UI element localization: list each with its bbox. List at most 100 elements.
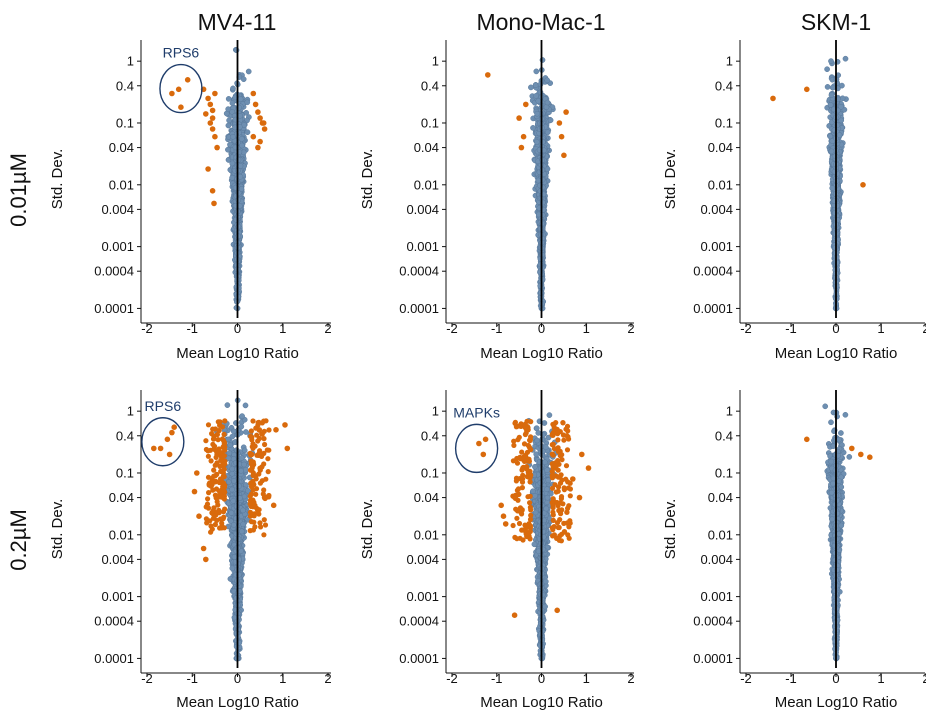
data-point: [535, 98, 542, 104]
significant-point: [257, 115, 263, 121]
significant-point: [556, 120, 563, 126]
y-tick-label: 0.4: [715, 78, 733, 93]
row-labels: 0.01µM 0.2µM: [6, 153, 31, 571]
data-point: [544, 129, 551, 136]
data-point: [827, 102, 834, 108]
y-tick-label: 0.001: [101, 239, 134, 254]
data-point: [829, 84, 836, 91]
y-tick-label: 0.001: [406, 239, 439, 254]
significant-point: [516, 115, 522, 121]
x-tick-label: -2: [141, 321, 153, 336]
significant-points: [169, 77, 268, 207]
data-point: [230, 85, 236, 92]
y-tick-label: 0.04: [109, 140, 134, 155]
data-point: [828, 58, 834, 64]
data-point: [842, 55, 849, 62]
significant-point: [212, 90, 218, 97]
y-tick-label: 0.01: [109, 177, 134, 192]
data-point: [230, 133, 236, 140]
y-axis-label: Std. Dev.: [662, 149, 679, 210]
x-tick-label: -2: [446, 321, 458, 336]
y-tick-label: 0.0001: [94, 301, 134, 316]
significant-point: [209, 107, 216, 114]
y-tick-label: 0.0004: [399, 264, 439, 279]
x-tick-label: 1: [583, 321, 590, 336]
y-tick-label: 0.0004: [94, 264, 134, 279]
data-point: [244, 129, 251, 136]
significant-point: [178, 104, 184, 110]
y-tick-label: 0.004: [406, 202, 439, 217]
significant-point: [169, 90, 175, 97]
significant-point: [207, 101, 214, 108]
y-tick-label: 0.04: [708, 140, 733, 155]
significant-point: [250, 133, 257, 140]
y-tick-label: 0.004: [700, 202, 733, 217]
data-point: [240, 76, 247, 83]
x-tick-label: -1: [186, 321, 198, 336]
data-point: [533, 139, 540, 145]
data-point: [547, 117, 554, 124]
data-point: [237, 163, 244, 169]
x-tick-label: -1: [491, 321, 503, 336]
y-axis-label: Std. Dev.: [359, 149, 376, 210]
y-axis-label: Std. Dev.: [49, 149, 66, 210]
y-tick-label: 1: [127, 54, 134, 69]
data-point: [533, 68, 540, 75]
column-titles: MV4-11 Mono-Mac-1 SKM-1: [198, 9, 872, 35]
significant-point: [255, 109, 261, 115]
data-point: [225, 96, 232, 102]
significant-points: [770, 86, 866, 188]
data-point: [225, 146, 231, 153]
y-tick-label: 0.04: [414, 140, 439, 155]
y-tick-label: 0.004: [101, 202, 134, 217]
y-tick-label: 1: [726, 54, 733, 69]
data-point: [535, 177, 542, 184]
y-tick-label: 0.1: [116, 115, 134, 130]
data-point: [532, 82, 539, 89]
y-tick-label: 1: [432, 54, 439, 69]
y-tick-label: 0.01: [708, 177, 733, 192]
data-point: [530, 125, 536, 131]
data-point: [544, 77, 551, 84]
row-label-1: 0.2µM: [6, 509, 31, 571]
significant-point: [250, 90, 257, 97]
significant-point: [561, 152, 567, 159]
significant-point: [520, 133, 527, 140]
significant-point: [563, 109, 569, 115]
x-axis-label: Mean Log10 Ratio: [480, 345, 603, 362]
scatter-panels: 1 0.4 0.1 0.04 0.01 0.004 0.001 0.0004 0.0001 -2 -…: [49, 40, 926, 711]
significant-point: [804, 86, 810, 93]
row-label-0: 0.01µM: [6, 153, 31, 227]
x-tick-label: -2: [740, 321, 752, 336]
scatter-panel-0-1: 10.40.10.040.010.0040.0010.00040.0001-2-…: [359, 40, 635, 362]
data-point: [244, 99, 251, 106]
data-point: [836, 132, 843, 138]
data-point: [544, 99, 551, 106]
significant-point: [209, 188, 216, 194]
significant-point: [860, 182, 866, 188]
significant-point: [518, 144, 525, 151]
data-point: [245, 68, 252, 75]
data-point: [225, 122, 232, 129]
significant-point: [214, 144, 220, 151]
data-point: [824, 84, 831, 90]
data-point: [237, 173, 244, 180]
data-point: [533, 93, 539, 99]
x-tick-label: 0: [234, 321, 241, 336]
data-point: [828, 92, 835, 98]
significant-point: [184, 77, 191, 83]
column-title-mono-mac-1: Mono-Mac-1: [476, 9, 605, 35]
significant-point: [203, 111, 209, 117]
y-tick-label: 0.0001: [399, 301, 439, 316]
significant-point: [485, 72, 491, 78]
data-point: [238, 136, 245, 142]
y-tick-label: 0.1: [715, 115, 733, 130]
data-point: [534, 110, 541, 117]
x-tick-label: 2: [922, 321, 926, 336]
x-axis-label: Mean Log10 Ratio: [176, 345, 299, 362]
significant-point: [205, 166, 211, 172]
column-title-mv4-11: MV4-11: [198, 9, 277, 35]
significant-point: [207, 120, 214, 126]
y-tick-label: 0.01: [414, 177, 439, 192]
